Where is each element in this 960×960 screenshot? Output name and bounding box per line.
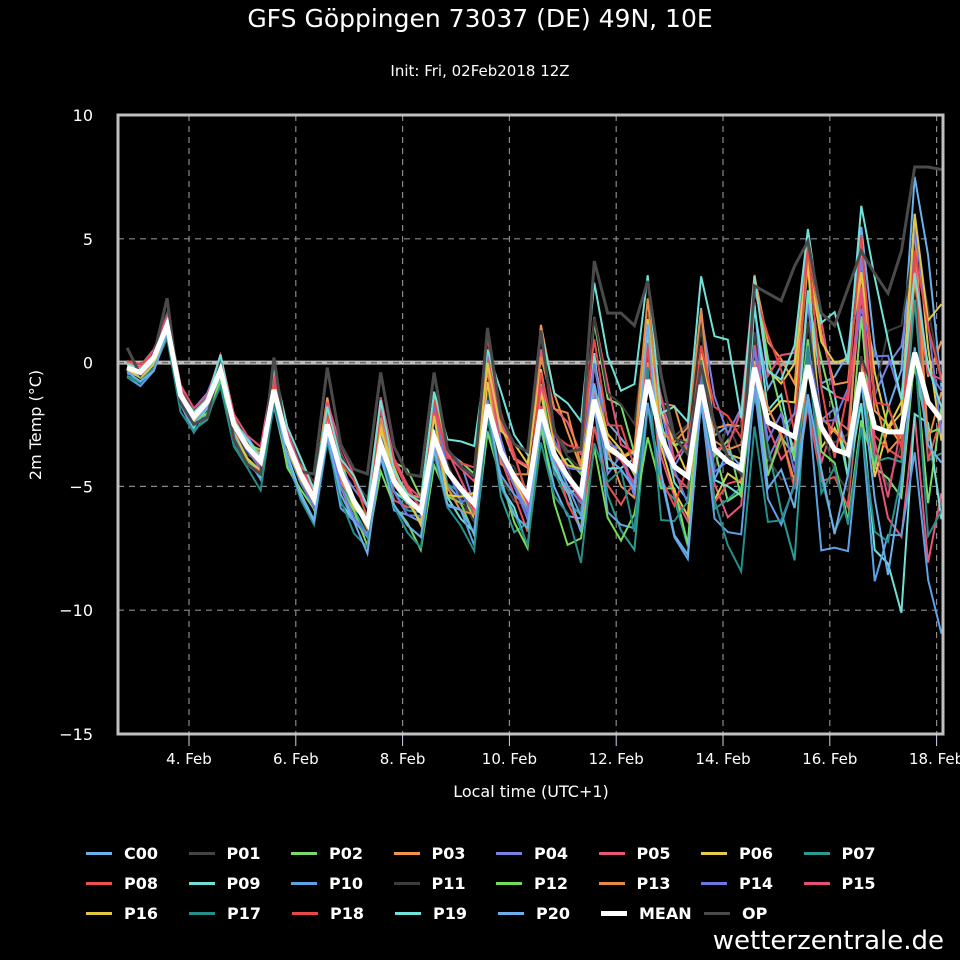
y-tick-label: −15	[59, 725, 93, 744]
legend-item-op[interactable]: OP	[704, 904, 807, 923]
x-tick-label: 18. Feb	[909, 750, 960, 768]
legend-swatch	[393, 881, 420, 885]
legend: C00 P01 P02 P03 P04 P05 P06 P07 P08 P09 P10 P11 P12 P…	[86, 838, 906, 928]
legend-item-p19[interactable]: P19	[395, 904, 498, 923]
legend-swatch	[86, 851, 112, 855]
ensemble-members	[125, 165, 944, 634]
legend-swatch	[496, 881, 522, 885]
legend-item-p12[interactable]: P12	[496, 874, 599, 893]
legend-swatch	[86, 911, 112, 915]
legend-item-p01[interactable]: P01	[188, 843, 292, 863]
plot-frame	[116, 113, 945, 736]
legend-row: C00 P01 P02 P03 P04 P05 P06 P07	[86, 838, 906, 868]
legend-swatch	[188, 851, 215, 855]
legend-item-mean[interactable]: MEAN	[601, 904, 704, 923]
legend-swatch	[498, 911, 524, 915]
legend-item-c00[interactable]: C00	[86, 844, 189, 863]
legend-label: P19	[433, 903, 467, 923]
legend-item-p03[interactable]: P03	[393, 843, 497, 863]
legend-swatch	[803, 851, 830, 855]
x-tick-label: 12. Feb	[589, 750, 644, 768]
legend-item-p15[interactable]: P15	[803, 873, 907, 893]
legend-item-p14[interactable]: P14	[701, 874, 804, 893]
legend-label: P04	[534, 843, 568, 863]
legend-swatch	[291, 881, 317, 885]
legend-item-p10[interactable]: P10	[291, 874, 394, 893]
legend-label: P14	[739, 873, 773, 893]
legend-swatch	[598, 881, 625, 885]
legend-label: P11	[431, 873, 466, 893]
chart-title: GFS Göppingen 73037 (DE) 49N, 10E	[247, 4, 713, 33]
legend-item-p13[interactable]: P13	[598, 873, 702, 893]
legend-label: OP	[742, 903, 768, 923]
x-tick-label: 4. Feb	[166, 750, 212, 768]
legend-item-p09[interactable]: P09	[188, 873, 292, 893]
x-tick-label: 6. Feb	[273, 750, 319, 768]
legend-item-p20[interactable]: P20	[498, 904, 601, 923]
legend-label: P18	[330, 903, 364, 923]
legend-item-p18[interactable]: P18	[292, 904, 395, 923]
legend-swatch	[395, 911, 421, 915]
x-axis-label: Local time (UTC+1)	[453, 782, 609, 801]
legend-swatch	[803, 881, 830, 885]
y-axis: 10 5 0 −5 −10 −15	[59, 106, 93, 744]
y-tick-label: −5	[69, 477, 93, 496]
legend-label: P07	[841, 843, 876, 863]
legend-label: P15	[841, 873, 876, 893]
legend-label: P12	[534, 873, 568, 893]
y-axis-label: 2m Temp (°C)	[26, 370, 45, 480]
legend-label: P20	[536, 903, 570, 923]
watermark: wetterzentrale.de	[712, 926, 944, 956]
legend-row: P08 P09 P10 P11 P12 P13 P14 P15	[86, 868, 906, 898]
legend-item-p04[interactable]: P04	[496, 844, 599, 863]
legend-swatch	[86, 881, 112, 885]
legend-label: P09	[226, 873, 261, 893]
series-line-mean	[126, 316, 944, 531]
plot-border	[116, 113, 945, 736]
legend-label: P06	[739, 843, 773, 863]
legend-label: P13	[636, 873, 671, 893]
legend-row: P16 P17 P18 P19 P20 MEAN OP	[86, 898, 906, 928]
legend-swatch	[189, 911, 215, 915]
legend-swatch	[393, 851, 420, 855]
legend-label: P08	[124, 873, 158, 893]
legend-label: P16	[124, 903, 158, 923]
y-tick-label: 0	[83, 354, 93, 373]
legend-swatch	[292, 911, 318, 915]
x-tick-label: 14. Feb	[695, 750, 750, 768]
legend-label: P01	[226, 843, 261, 863]
legend-label: P02	[329, 843, 363, 863]
y-tick-label: 10	[73, 106, 93, 125]
temperature-chart: 10 5 0 −5 −10 −15 4. Feb 6. Feb 8. Feb 10. Feb 12…	[26, 106, 960, 801]
legend-swatch	[701, 851, 727, 855]
x-tick-label: 8. Feb	[380, 750, 426, 768]
legend-item-p07[interactable]: P07	[803, 843, 907, 863]
legend-item-p02[interactable]: P02	[291, 844, 394, 863]
legend-item-p06[interactable]: P06	[701, 844, 804, 863]
chart-subtitle: Init: Fri, 02Feb2018 12Z	[390, 62, 570, 80]
y-tick-label: 5	[83, 230, 93, 249]
legend-item-p16[interactable]: P16	[86, 904, 189, 923]
y-tick-label: −10	[59, 601, 93, 620]
legend-swatch	[496, 851, 522, 855]
legend-swatch	[701, 881, 727, 885]
legend-item-p08[interactable]: P08	[86, 874, 189, 893]
x-axis: 4. Feb 6. Feb 8. Feb 10. Feb 12. Feb 14. Feb 1…	[166, 734, 960, 768]
legend-item-p17[interactable]: P17	[189, 904, 292, 923]
legend-label: P05	[636, 843, 671, 863]
legend-label: MEAN	[639, 903, 692, 923]
x-tick-label: 16. Feb	[802, 750, 857, 768]
legend-swatch	[601, 910, 627, 916]
legend-item-p11[interactable]: P11	[393, 873, 497, 893]
legend-label: C00	[124, 843, 159, 863]
legend-swatch	[704, 911, 730, 915]
legend-swatch	[598, 851, 625, 855]
legend-swatch	[188, 881, 215, 885]
legend-label: P10	[329, 873, 363, 893]
legend-label: P03	[431, 843, 466, 863]
legend-swatch	[291, 851, 317, 855]
legend-label: P17	[227, 903, 261, 923]
x-tick-label: 10. Feb	[482, 750, 537, 768]
legend-item-p05[interactable]: P05	[598, 843, 702, 863]
